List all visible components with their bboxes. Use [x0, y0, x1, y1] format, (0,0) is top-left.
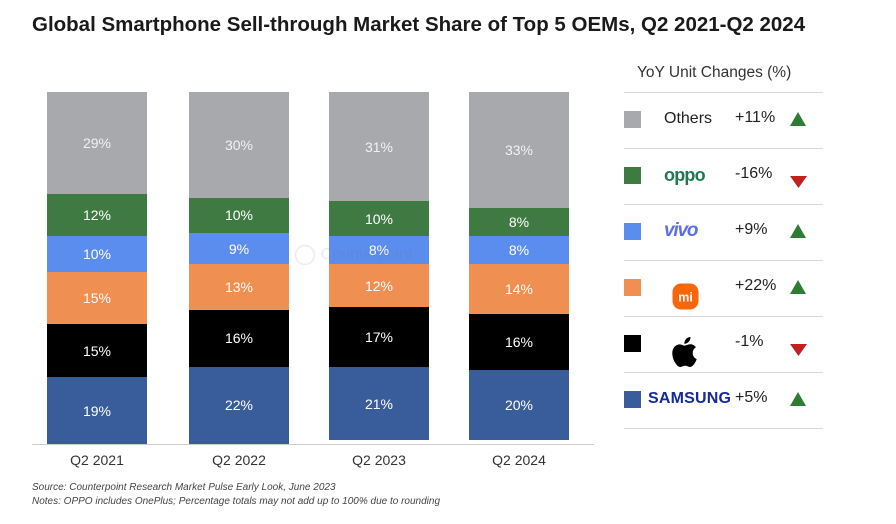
svg-text:mi: mi	[678, 290, 693, 304]
